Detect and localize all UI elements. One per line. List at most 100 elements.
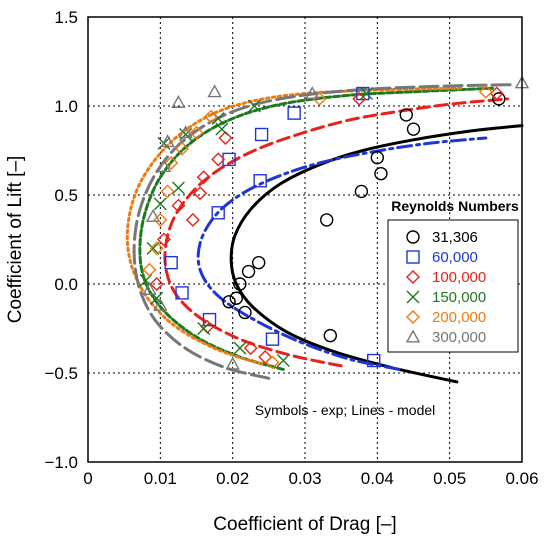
legend-title: Reynolds Numbers xyxy=(391,198,519,214)
data-point-marker xyxy=(196,170,211,185)
data-point-marker xyxy=(233,277,247,291)
data-point-marker xyxy=(265,332,280,346)
data-point-marker xyxy=(202,312,217,327)
x-tick-label: 0.01 xyxy=(144,469,177,488)
x-axis-title: Coefficient of Drag [–] xyxy=(213,514,396,535)
model-line xyxy=(196,136,488,371)
legend-marker xyxy=(406,250,420,264)
data-point-marker xyxy=(356,86,370,101)
y-tick-label: 1.0 xyxy=(54,97,78,116)
y-axis-title: Coefficient of Lift [–] xyxy=(5,156,26,324)
annotation-note: Symbols - exp; Lines - model xyxy=(255,402,436,418)
y-tick-label: −0.5 xyxy=(44,364,78,383)
model-line xyxy=(132,83,517,380)
x-tick-label: 0.02 xyxy=(216,469,249,488)
data-point-marker xyxy=(211,152,226,167)
data-point-marker xyxy=(160,134,175,148)
data-point-marker xyxy=(164,155,179,170)
data-point-marker xyxy=(149,277,164,291)
data-point-marker xyxy=(312,91,327,106)
data-point-marker xyxy=(146,241,160,255)
data-point-marker xyxy=(185,212,200,227)
data-point-marker xyxy=(211,206,225,220)
legend-marker xyxy=(406,310,420,324)
data-point-marker xyxy=(489,86,504,101)
x-tick-label: 0.05 xyxy=(433,469,466,488)
data-point-marker xyxy=(149,241,164,256)
x-tick-label: 0 xyxy=(83,469,92,488)
data-point-marker xyxy=(222,152,236,167)
data-point-marker xyxy=(171,94,186,108)
data-point-marker xyxy=(153,297,168,311)
data-point-marker xyxy=(156,232,171,247)
x-tick-labels: 0 0.01 0.02 0.03 0.04 0.05 0.06 xyxy=(83,469,538,488)
legend-label: 31,306 xyxy=(432,229,478,246)
legend-label: 100,000 xyxy=(432,269,486,286)
data-point-marker xyxy=(142,262,157,277)
x-tick-label: 0.06 xyxy=(505,469,538,488)
data-point-marker xyxy=(406,122,421,136)
data-point-marker xyxy=(399,108,413,122)
legend: 31,306 60,000 100,000 150,000 200,000 300,000 xyxy=(387,219,519,353)
data-point-marker xyxy=(323,328,338,343)
legend-marker xyxy=(405,329,421,343)
data-point-marker xyxy=(175,141,190,156)
data-point-marker xyxy=(197,322,211,335)
data-point-marker xyxy=(253,174,267,188)
x-tick-label: 0.04 xyxy=(361,469,394,488)
data-point-marker xyxy=(247,99,261,113)
data-point-marker xyxy=(215,122,229,136)
data-point-marker xyxy=(178,125,193,139)
data-point-marker xyxy=(233,341,247,355)
model-line xyxy=(138,86,495,371)
legend-marker xyxy=(406,230,420,244)
data-point-marker xyxy=(252,255,266,270)
data-point-marker xyxy=(305,86,320,100)
data-point-marker xyxy=(160,184,175,199)
data-point-marker xyxy=(229,291,243,305)
data-point-marker xyxy=(207,84,222,98)
data-point-marker xyxy=(354,184,369,199)
data-point-marker xyxy=(156,159,172,173)
data-point-marker xyxy=(142,281,157,295)
y-tick-labels: −1.0 −0.5 0.0 0.5 1.0 1.5 xyxy=(44,8,78,472)
data-point-marker xyxy=(492,92,506,106)
data-point-marker xyxy=(478,84,493,99)
legend-marker xyxy=(406,270,420,284)
y-tick-label: 0.0 xyxy=(54,275,78,294)
legend-label: 150,000 xyxy=(432,289,486,306)
data-point-marker xyxy=(241,264,256,279)
grid xyxy=(88,17,522,462)
data-point-marker xyxy=(153,197,167,211)
data-point-marker xyxy=(164,255,178,270)
data-point-marker xyxy=(374,166,388,181)
data-point-marker xyxy=(145,208,161,222)
data-point-marker xyxy=(367,353,381,368)
y-tick-label: −1.0 xyxy=(44,453,78,472)
data-point-marker xyxy=(243,341,258,356)
data-point-marker xyxy=(218,131,233,146)
data-point-marker xyxy=(171,181,185,195)
model-lines xyxy=(125,83,524,384)
data-point-marker xyxy=(238,305,252,320)
plot-frame xyxy=(87,16,523,463)
x-tick-label: 0.03 xyxy=(288,469,321,488)
y-tick-label: 0.5 xyxy=(54,186,78,205)
data-point-marker xyxy=(153,212,168,227)
legend-label: 300,000 xyxy=(432,329,486,346)
data-point-marker xyxy=(265,355,280,370)
data-point-marker xyxy=(193,186,208,201)
data-point-marker xyxy=(171,198,186,213)
data-point-marker xyxy=(258,349,273,364)
legend-label: 60,000 xyxy=(432,249,478,266)
legend-marker xyxy=(406,290,420,304)
legend-label: 200,000 xyxy=(432,309,486,326)
data-point-marker xyxy=(225,356,240,370)
data-point-marker xyxy=(179,127,193,141)
model-line xyxy=(229,124,524,384)
data-point-marker xyxy=(254,127,269,142)
experimental-markers xyxy=(139,75,530,370)
data-point-marker xyxy=(203,109,218,124)
data-point-marker xyxy=(287,106,301,120)
